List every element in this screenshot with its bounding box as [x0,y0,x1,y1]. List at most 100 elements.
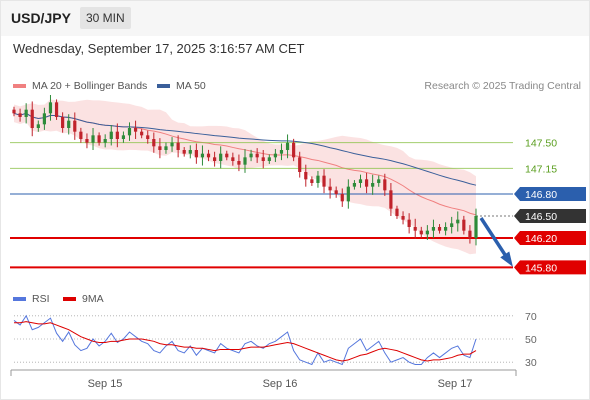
candle [322,175,326,187]
legend-ma50-label: MA 50 [176,80,206,92]
candle [164,146,168,150]
candle [243,157,247,165]
level-label-147.15: 147.15 [525,163,557,175]
bollinger-band [14,99,476,255]
x-tick-label: Sep 15 [88,378,123,390]
level-tag-146.80 [514,187,586,201]
symbol-title: USD/JPY [11,10,71,26]
candle [61,117,65,128]
candle [79,131,83,139]
candle [334,190,338,194]
candle [292,142,296,158]
candle [261,157,265,161]
candle [401,216,405,220]
level-label-145.80: 145.80 [525,262,557,274]
candle [206,153,211,158]
chart-datetime: Wednesday, September 17, 2025 3:16:57 AM… [13,41,305,56]
research-credit: Research © 2025 Trading Central [424,80,581,92]
legend-ma20-label: MA 20 + Bollinger Bands [32,80,148,92]
candle [358,179,363,183]
rsi-line [13,314,477,366]
level-tag-145.80 [514,260,586,275]
candle [213,157,217,161]
legend-rsi: RSI [13,293,50,305]
candle [109,131,113,139]
candle [310,179,314,183]
candle [182,150,186,154]
candle [48,102,53,114]
candle [115,131,119,139]
candle [437,227,442,231]
candle [267,157,271,161]
candle [328,186,332,191]
candle [91,135,95,143]
candle [249,153,253,158]
candle [237,161,241,165]
candle [231,157,235,161]
rsi-tick-70: 70 [525,311,537,323]
candle [389,190,393,209]
candle [462,219,466,231]
level-tag-146.20 [514,231,586,245]
x-tick-label: Sep 16 [263,378,298,390]
candle [383,179,387,191]
candle [273,153,277,158]
candle [304,172,308,180]
legend-rsi-swatch [13,297,26,302]
candle [340,194,344,202]
candle [285,142,290,150]
rsi-9ma-line [14,321,477,362]
candle [176,142,180,150]
candle [127,128,132,136]
legend-ma50: MA 50 [157,80,206,92]
candle [377,179,381,183]
candle [133,128,138,132]
candle [219,153,223,161]
legend-ma50-swatch [157,84,170,89]
candle [67,120,71,128]
candle [36,124,40,128]
legend-9ma-label: 9MA [82,293,104,305]
candle [413,227,417,231]
candle [158,146,162,150]
candle [456,219,460,224]
legend-ma20-swatch [13,84,26,89]
candle [73,120,77,132]
candle [407,219,411,227]
level-label-146.50: 146.50 [525,211,557,223]
candle [425,230,429,235]
candle [450,223,454,227]
candle [30,109,34,128]
ma50-line [13,112,477,186]
candle [346,186,350,202]
candle [255,153,259,158]
candle [468,230,472,238]
candle [188,150,192,154]
candle [419,230,423,235]
legend-ma20: MA 20 + Bollinger Bands [13,80,147,92]
top-bar: USD/JPY 30 MIN [0,0,590,36]
candle [18,113,22,117]
legend-9ma-swatch [63,297,76,302]
candle [474,216,478,238]
candle [298,157,302,172]
candle [316,175,320,183]
candle [146,135,150,139]
candle [395,208,399,216]
candle [194,150,198,158]
x-tick-label: Sep 17 [438,378,473,390]
timeframe-badge[interactable]: 30 MIN [80,7,131,29]
candle [24,109,28,117]
forecast-arrow-head [500,251,513,267]
legend-rsi-label: RSI [32,293,50,305]
candle [85,139,89,143]
candle [364,179,369,187]
legend-9ma: 9MA [63,293,104,305]
rsi-tick-30: 30 [525,357,537,369]
candle [12,109,16,114]
candle [371,183,375,187]
forecast-arrow [479,217,510,261]
rsi-tick-50: 50 [525,334,537,346]
candle [352,183,357,187]
